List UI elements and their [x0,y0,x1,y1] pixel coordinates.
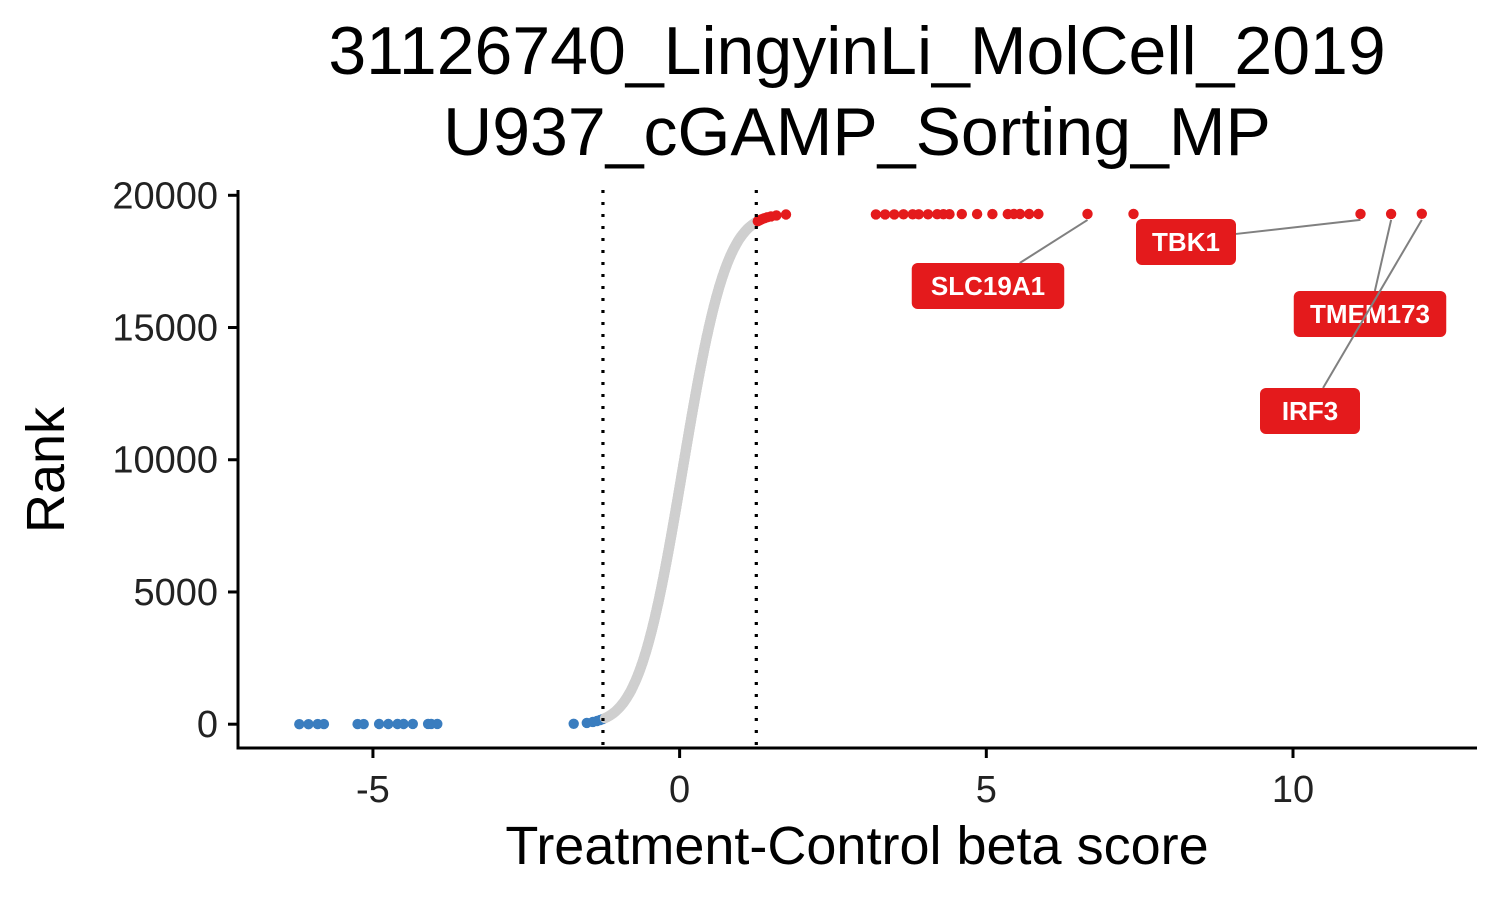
y-tick-label: 10000 [112,440,218,482]
gene-label-irf3: IRF3 [1260,219,1423,434]
gene-point [879,209,891,220]
axes: -5 0 5 10 0 5000 10000 15000 20000 [112,175,1477,811]
gene-point [913,209,924,220]
gene-point [780,209,792,220]
gene-label-text: TMEM173 [1310,299,1430,329]
chart-title-line-2: U937_cGAMP_Sorting_MP [443,94,1271,170]
gene-point [1014,208,1026,220]
gene-point [956,208,967,220]
gene-point [889,209,900,220]
gene-label-slc19a1: SLC19A1 [911,219,1089,309]
gene-point [971,208,983,220]
gene-point [383,718,394,730]
chart-title: 31126740_LingyinLi_MolCell_2019 U937_cGA… [328,13,1385,170]
gene-point [1385,208,1397,220]
y-tick-label: 5000 [133,572,218,614]
gene-point [898,209,909,220]
y-tick-label: 15000 [112,308,218,350]
gene-point [1082,208,1093,220]
gene-point [568,718,579,729]
gene-point [373,718,385,730]
gene-point [771,210,782,221]
gene-point [1023,208,1035,220]
label-leader-line [1373,219,1393,292]
gene-point [432,718,443,730]
x-axis-title: Treatment-Control beta score [505,816,1208,876]
gene-label-tbk1: TBK1 [1136,218,1361,265]
x-tick-label: 5 [976,769,997,811]
gene-point [1033,208,1044,220]
gene-point [294,719,305,730]
x-tick-label: 0 [669,769,690,811]
gene-point [870,209,882,220]
gene-point [398,718,409,730]
gene-point [407,718,418,730]
gene-point [987,208,998,220]
x-tick-label: -5 [356,769,390,811]
y-tick-label: 20000 [112,175,218,217]
gene-point [1416,208,1428,219]
label-leader-line [1235,218,1361,235]
gene-point [1355,208,1366,220]
gene-point [303,719,314,730]
gene-label-text: SLC19A1 [931,271,1045,301]
gene-label-text: TBK1 [1152,227,1220,257]
gene-point [318,718,330,730]
label-box [1293,291,1447,337]
gene-label-tmem173: TMEM173 [1293,219,1447,337]
label-leader-line [1019,219,1089,264]
label-leader-line [1322,219,1423,389]
label-box [1260,388,1360,434]
gene-point [944,209,955,220]
y-axis-title: Rank [16,406,76,533]
label-box [1136,219,1236,265]
gene-point [1128,208,1139,220]
x-tick-label: 10 [1272,769,1314,811]
label-box [911,263,1065,309]
gene-point [358,718,369,730]
y-tick-label: 0 [197,704,218,746]
plot-area: SLC19A1 TBK1 TMEM173 IRF3 [294,190,1447,748]
gene-label-text: IRF3 [1282,396,1338,426]
chart-title-line-1: 31126740_LingyinLi_MolCell_2019 [328,13,1385,89]
gene-point [922,209,934,220]
